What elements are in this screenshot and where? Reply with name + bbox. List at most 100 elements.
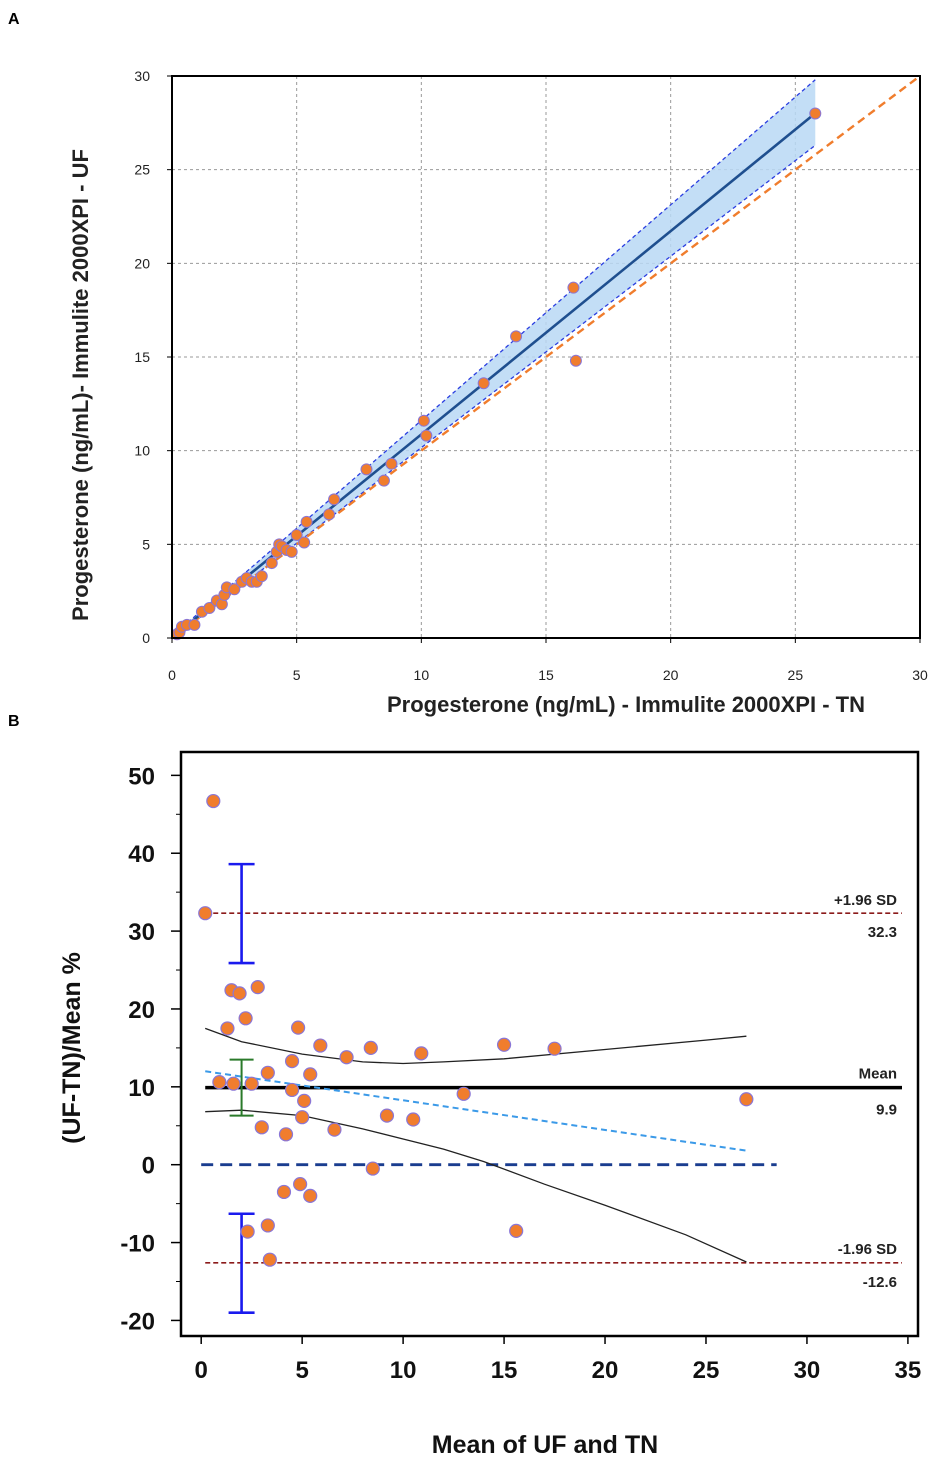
x-tick-label: 15 [491,1357,518,1384]
data-point [220,1021,235,1036]
data-point [250,980,265,995]
data-point [293,1177,308,1192]
data-point [284,1082,300,1098]
mean-label: Mean [859,1066,897,1083]
x-tick-label: 35 [895,1357,922,1384]
data-point [327,1122,342,1137]
x-tick-label: 25 [693,1357,720,1384]
panel-a-points [170,107,822,641]
y-tick-label: 15 [134,349,150,365]
x-tick-label: 5 [293,667,301,683]
data-point [414,1046,429,1061]
confidence-band-upper-line [171,79,816,637]
data-point [212,1075,227,1090]
data-point [510,330,523,343]
data-point [265,557,278,570]
data-point [284,1054,300,1069]
data-point [339,1050,354,1065]
data-point [406,1112,421,1127]
data-point [285,545,298,558]
y-tick-label: -20 [120,1308,155,1335]
panel-b-x-axis-title: Mean of UF and TN [432,1431,658,1459]
data-point [226,1076,241,1091]
panel-a: A 0 5 10 15 20 25 30 0 5 10 15 20 25 30 Progesterone … [8,11,928,717]
data-point [255,570,268,583]
data-point [276,1184,292,1200]
data-point [313,1038,328,1053]
panel-b-points [198,793,754,1267]
x-tick-label: 30 [912,667,928,683]
data-point [303,1067,318,1082]
panel-b-label: B [8,713,20,730]
x-tick-label: 5 [295,1357,308,1384]
data-point [496,1037,512,1052]
panel-b-plot-frame [179,750,920,1338]
panel-b-tick-labels: 0 5 10 15 20 25 30 35 50 40 30 20 10 0 -10 -20 [120,763,921,1384]
data-point [739,1092,754,1107]
data-point [238,1011,253,1026]
data-point [385,457,398,470]
y-tick-label: 40 [128,841,155,868]
data-point [569,354,582,367]
y-tick-label: 0 [142,630,150,646]
panel-a-grid [172,76,920,638]
y-tick-label: 0 [142,1153,155,1180]
mean-value: 9.9 [876,1102,897,1119]
lower-limit-label: -1.96 SD [838,1241,897,1258]
data-point [203,602,216,615]
panel-b: B +1.96 SD 32.3 Mean 9.9 -1.96 SD -12.6 … [8,713,921,1459]
x-tick-label: 0 [168,667,176,683]
panel-b-y-axis-title: (UF-TN)/Mean % [58,952,86,1144]
panel-b-lines [201,912,902,1264]
y-tick-label: 10 [134,443,150,459]
lower-confidence-curve [205,1109,747,1263]
y-tick-label: 30 [134,68,150,84]
y-tick-label: 10 [128,1075,155,1102]
data-point [206,793,221,809]
lower-limit-value: -12.6 [863,1274,897,1291]
y-tick-label: 5 [142,536,150,552]
data-point [300,515,313,528]
data-point [244,1076,259,1091]
data-point [297,1093,312,1108]
x-tick-label: 15 [538,667,554,683]
data-point [809,107,822,120]
data-point [228,583,241,596]
data-point [291,1020,306,1035]
panel-a-label: A [8,11,20,28]
data-point [303,1188,318,1203]
panel-a-x-axis-title: Progesterone (ng/mL) - Immulite 2000XPI … [387,692,865,717]
data-point [509,1223,524,1238]
data-point [290,528,303,541]
data-point [278,1127,294,1142]
panel-b-reference-labels: +1.96 SD 32.3 Mean 9.9 -1.96 SD -12.6 [834,892,897,1291]
y-tick-label: 20 [128,997,155,1024]
y-tick-label: -10 [120,1231,155,1258]
data-point [360,463,373,476]
data-point [477,377,490,390]
data-point [377,474,390,487]
y-tick-label: 30 [128,919,155,946]
data-point [417,414,430,427]
upper-limit-label: +1.96 SD [834,892,897,909]
data-point [298,536,311,549]
x-tick-label: 20 [663,667,679,683]
data-point [420,429,433,442]
data-point [365,1161,380,1176]
x-tick-label: 30 [794,1357,821,1384]
y-tick-label: 20 [134,255,150,271]
x-tick-label: 0 [195,1357,208,1384]
x-tick-label: 20 [592,1357,619,1384]
data-point [254,1120,269,1135]
panel-a-tick-labels: 0 5 10 15 20 25 30 0 5 10 15 20 25 30 [134,68,928,683]
data-point [328,493,341,506]
upper-confidence-curve [204,1027,747,1065]
data-point [363,1040,378,1055]
x-tick-label: 10 [414,667,430,683]
data-point [547,1041,562,1056]
data-point [188,618,201,631]
data-point [198,906,213,921]
upper-limit-value: 32.3 [868,924,897,941]
data-point [240,1224,255,1239]
